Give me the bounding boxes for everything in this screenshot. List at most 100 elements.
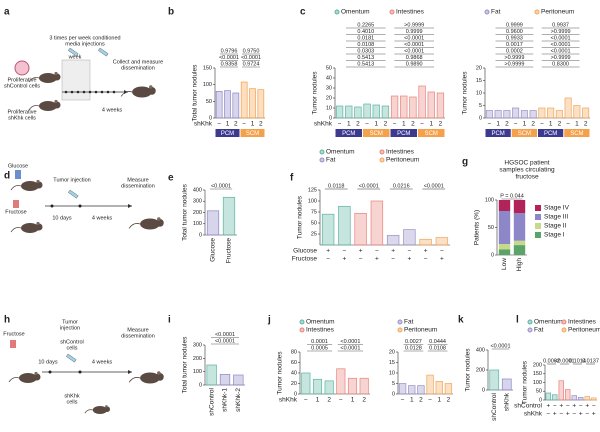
bar [418, 85, 426, 119]
fructose-bottle [10, 340, 16, 348]
y-axis-label: Tumor nodules [297, 195, 304, 239]
p-value: 0.5413 [357, 55, 374, 61]
group-label: PCM [221, 131, 234, 137]
mouse-tail [10, 227, 22, 233]
row-mark: − [553, 403, 557, 410]
row-mark: − [424, 256, 428, 263]
row-mark: − [359, 256, 363, 263]
legend-marker [534, 9, 540, 15]
schematic-label: dissemination [121, 183, 155, 189]
legend-marker [561, 327, 567, 333]
bar [232, 92, 240, 119]
y-tick-label: 300 [193, 342, 202, 348]
mouse-head [148, 87, 156, 95]
mouse-body [140, 218, 160, 230]
bar [538, 107, 546, 119]
legend-marker [389, 9, 395, 15]
legend-label: Stage III [544, 214, 568, 221]
y-tick-label: 0 [199, 382, 202, 388]
x-tick-label: 1 [374, 121, 378, 128]
mouse-tail [8, 377, 20, 383]
legend-marker [535, 223, 541, 229]
legend-marker [484, 9, 490, 15]
p-value: 0.9724 [243, 61, 260, 67]
bar [558, 380, 564, 401]
y-tick-label: 0 [479, 115, 482, 121]
bar [512, 107, 520, 119]
bar [215, 90, 223, 119]
group-box [363, 129, 390, 137]
x-tick-label: − [428, 397, 432, 404]
bar [249, 88, 256, 119]
x-tick-label: 2 [234, 121, 238, 128]
glucose-bottle [15, 170, 21, 179]
group-box [390, 129, 417, 137]
bar [354, 106, 362, 119]
p-value: <0.0001 [340, 345, 360, 351]
bar-segment [498, 244, 511, 250]
y-tick-label: 0 [392, 391, 395, 397]
timeline-dot [48, 370, 52, 374]
p-value: <0.0001 [424, 183, 444, 189]
row-mark: − [391, 256, 395, 263]
schematic-label: 4 weeks [92, 215, 112, 221]
x-tick-label: shKhk [503, 392, 510, 411]
x-tick-label: shKhk-1 [222, 388, 229, 412]
bar [363, 103, 371, 119]
schematic-label: Proliferative [7, 109, 36, 115]
legend-marker [299, 327, 305, 333]
schematic-label: shControl [60, 339, 84, 345]
p-value: 0.9600 [506, 29, 523, 35]
bar [436, 92, 445, 119]
y-tick-label: 100 [193, 221, 202, 227]
row-mark: − [342, 248, 346, 255]
schematic-label: week [68, 54, 82, 60]
panel-label: k [458, 315, 464, 326]
y-tick-label: 10 [476, 90, 482, 96]
x-tick-label: 2 [584, 121, 588, 128]
bar [485, 110, 493, 119]
legend-marker [535, 232, 541, 238]
p-value: 0.5413 [357, 61, 374, 67]
x-tick-label: − [338, 121, 342, 128]
x-tick-label: 2 [362, 397, 366, 404]
y-tick-label: 0 [482, 387, 485, 393]
x-tick-label: Low [501, 258, 508, 270]
p-value: <0.0001 [404, 48, 424, 54]
bar [347, 377, 358, 395]
group-box [511, 129, 537, 137]
x-tick-label: 2 [439, 121, 443, 128]
y-tick-label: 300 [193, 199, 202, 205]
fructose-bottle [13, 200, 19, 208]
row-mark: + [553, 411, 557, 418]
mouse-ear [36, 221, 40, 226]
bar [582, 107, 590, 119]
timeline-dot [78, 204, 82, 208]
p-value: >0.9999 [551, 55, 571, 61]
y-tick-label: 0 [199, 232, 202, 238]
x-tick-label: Fructose [226, 238, 233, 264]
mouse-head [35, 223, 43, 231]
p-value: <0.0001 [404, 35, 424, 41]
y-tick-label: 200 [193, 356, 202, 362]
group-box [335, 129, 362, 137]
group-box [538, 129, 564, 137]
x-axis-label: shKhk [194, 121, 213, 128]
legend-label: Peritoneum [404, 327, 437, 334]
row-mark: + [546, 403, 550, 410]
chart-title: samples circulating [499, 167, 555, 174]
y-tick-label: 15 [476, 78, 482, 84]
mouse-tail [84, 409, 93, 414]
legend-marker [535, 205, 541, 211]
row-mark: + [407, 256, 411, 263]
bar-segment [498, 249, 511, 255]
x-tick-label: 2 [531, 121, 535, 128]
p-value: 0.9750 [243, 48, 260, 54]
legend-label: Stage IV [544, 205, 570, 212]
mouse-head [35, 181, 43, 189]
mouse-head [104, 406, 110, 413]
mouse-ear [54, 99, 58, 104]
bar [409, 96, 417, 119]
p-value: <0.0001 [554, 358, 574, 364]
